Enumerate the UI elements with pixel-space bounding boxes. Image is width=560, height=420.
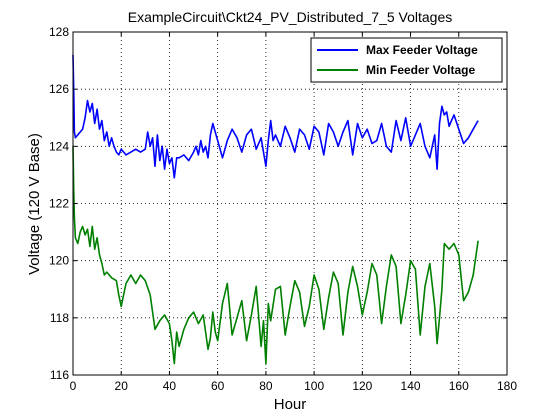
- y-tick-label: 116: [50, 368, 69, 382]
- x-tick-label: 80: [259, 379, 273, 393]
- x-tick-label: 20: [115, 379, 129, 393]
- x-tick-label: 40: [163, 379, 177, 393]
- x-tick-label: 140: [401, 379, 421, 393]
- x-tick-label: 60: [211, 379, 225, 393]
- y-tick-label: 124: [49, 139, 69, 153]
- x-axis-label: Hour: [274, 396, 307, 413]
- y-tick-label: 120: [49, 254, 69, 268]
- legend-label-max: Max Feeder Voltage: [366, 43, 478, 57]
- chart-title: ExampleCircuit\Ckt24_PV_Distributed_7_5 …: [128, 9, 453, 25]
- x-tick-label: 160: [449, 379, 469, 393]
- legend-label-min: Min Feeder Voltage: [366, 63, 475, 77]
- x-tick-label: 180: [497, 379, 517, 393]
- y-axis-label: Voltage (120 V Base): [26, 133, 43, 275]
- y-tick-label: 128: [49, 25, 69, 39]
- x-tick-label: 0: [70, 379, 77, 393]
- legend: Max Feeder Voltage Min Feeder Voltage: [311, 38, 502, 82]
- y-tick-label: 126: [49, 82, 69, 96]
- x-tick-label: 120: [352, 379, 372, 393]
- y-tick-label: 122: [49, 197, 69, 211]
- y-tick-label: 118: [50, 311, 69, 325]
- x-tick-label: 100: [304, 379, 324, 393]
